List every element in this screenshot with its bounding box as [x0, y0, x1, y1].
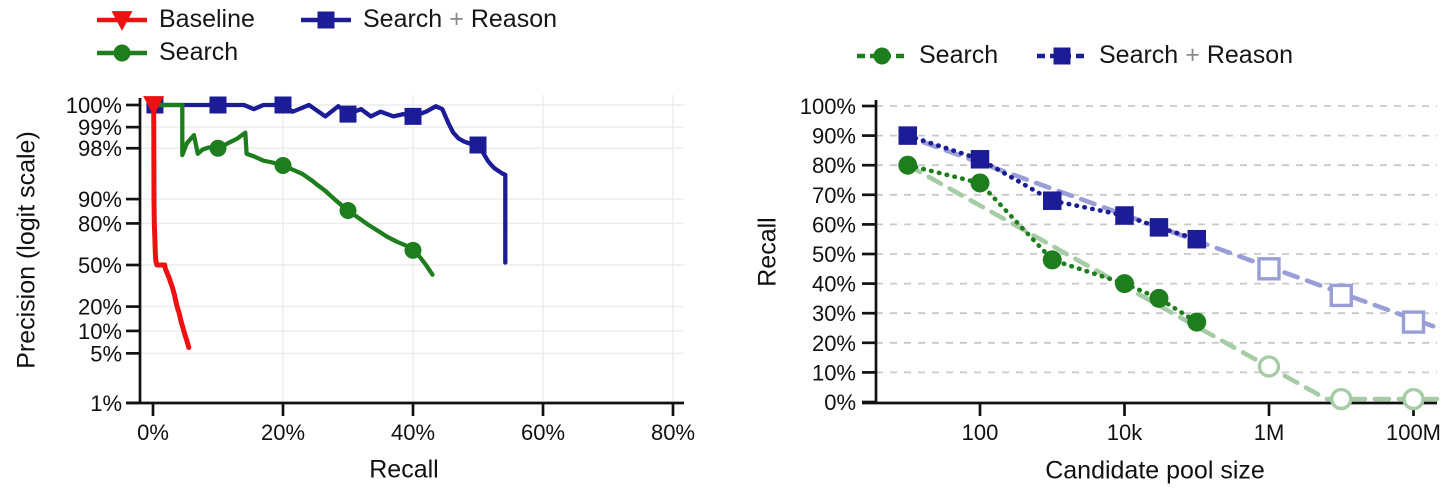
left-chart-legend: Baseline Search + Reason Search [96, 3, 557, 69]
svg-text:98%: 98% [78, 136, 122, 161]
left-y-axis-label: Precision (logit scale) [12, 131, 41, 369]
svg-text:60%: 60% [812, 212, 856, 237]
legend-label: Search + Reason [363, 5, 557, 33]
svg-text:0%: 0% [824, 390, 856, 415]
svg-text:40%: 40% [812, 272, 856, 297]
plus-sign: + [1185, 41, 1200, 69]
svg-text:100: 100 [962, 420, 999, 445]
legend-item-baseline: Baseline [96, 5, 300, 34]
svg-text:90%: 90% [78, 187, 122, 212]
svg-text:0%: 0% [137, 420, 169, 445]
svg-text:80%: 80% [78, 211, 122, 236]
right-chart-legend: Search Search + Reason [856, 39, 1293, 72]
series-search-reason [898, 126, 1426, 334]
svg-text:20%: 20% [78, 295, 122, 320]
legend-item-search-reason: Search + Reason [300, 5, 557, 34]
left-x-axis-label: Recall [369, 455, 439, 484]
legend-row: Baseline Search + Reason [96, 3, 557, 36]
svg-text:80%: 80% [651, 420, 695, 445]
svg-text:20%: 20% [812, 331, 856, 356]
series-search [153, 102, 435, 277]
svg-text:50%: 50% [812, 242, 856, 267]
series-search [898, 155, 1425, 411]
svg-text:80%: 80% [812, 153, 856, 178]
circle-marker-icon [97, 44, 147, 61]
svg-text:5%: 5% [90, 341, 122, 366]
svg-text:60%: 60% [521, 420, 565, 445]
square-marker-icon [1037, 47, 1087, 64]
svg-text:90%: 90% [812, 124, 856, 149]
legend-item-search-reason: Search + Reason [1036, 41, 1293, 70]
right-x-axis-label: Candidate pool size [1045, 456, 1265, 485]
svg-text:10%: 10% [78, 319, 122, 344]
svg-text:1M: 1M [1254, 420, 1285, 445]
right-y-axis-label: Recall [753, 217, 782, 287]
legend-label: Baseline [159, 5, 255, 33]
legend-item-search: Search [96, 38, 238, 67]
svg-text:100M: 100M [1386, 420, 1441, 445]
right-chart: 100% 90% 80% 70% 60% 50% 40% 30% 20% 10% 0% 100 10k 1… [800, 94, 1445, 445]
series-search-reason [146, 96, 508, 265]
svg-text:20%: 20% [261, 420, 305, 445]
square-marker-icon [301, 11, 351, 28]
svg-text:10%: 10% [812, 360, 856, 385]
legend-item-search: Search [856, 41, 1036, 70]
svg-text:40%: 40% [391, 420, 435, 445]
svg-text:50%: 50% [78, 253, 122, 278]
legend-label: Search [159, 38, 239, 66]
legend-label: Search [919, 41, 999, 69]
svg-text:10k: 10k [1107, 420, 1143, 445]
svg-text:99%: 99% [78, 115, 122, 140]
svg-text:100%: 100% [66, 93, 122, 118]
legend-row: Search Search + Reason [856, 39, 1293, 72]
svg-text:30%: 30% [812, 301, 856, 326]
left-chart: 100%99%98%90%80%50%20%10%5%1%0% 20% 40% 60%… [66, 93, 695, 445]
legend-row: Search [96, 36, 557, 69]
triangle-down-marker-icon [97, 10, 147, 31]
svg-text:100%: 100% [800, 94, 856, 119]
legend-label: Search + Reason [1099, 41, 1293, 69]
svg-text:1%: 1% [90, 391, 122, 416]
svg-text:70%: 70% [812, 183, 856, 208]
plus-sign: + [449, 5, 464, 33]
circle-marker-icon [857, 47, 907, 64]
series-baseline [143, 96, 192, 350]
